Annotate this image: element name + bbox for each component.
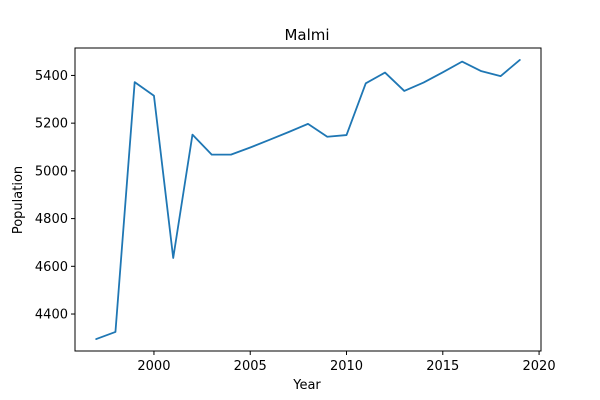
- x-axis-label: Year: [292, 378, 321, 393]
- series-line-0: [95, 59, 521, 340]
- x-tick-label: 2015: [426, 359, 459, 374]
- x-tick-label: 2005: [234, 359, 267, 374]
- chart-title: Malmi: [284, 26, 329, 44]
- y-tick-label: 4800: [35, 212, 68, 227]
- plot-area: [74, 47, 542, 352]
- y-tick-label: 4400: [35, 308, 68, 323]
- y-tick-label: 4600: [35, 260, 68, 275]
- y-axis-ticks: 4400 4600 4800 5000 5200 5400: [35, 69, 75, 323]
- plot-frame: [74, 47, 542, 352]
- x-axis-ticks: 2000 2005 2010 2015 2020: [137, 351, 556, 374]
- y-tick-label: 5000: [35, 164, 68, 179]
- x-tick-label: 2000: [137, 359, 170, 374]
- x-tick-label: 2020: [523, 359, 556, 374]
- y-axis-label: Population: [11, 166, 26, 234]
- y-tick-label: 5200: [35, 117, 68, 132]
- y-tick-label: 5400: [35, 69, 68, 84]
- x-tick-label: 2010: [330, 359, 363, 374]
